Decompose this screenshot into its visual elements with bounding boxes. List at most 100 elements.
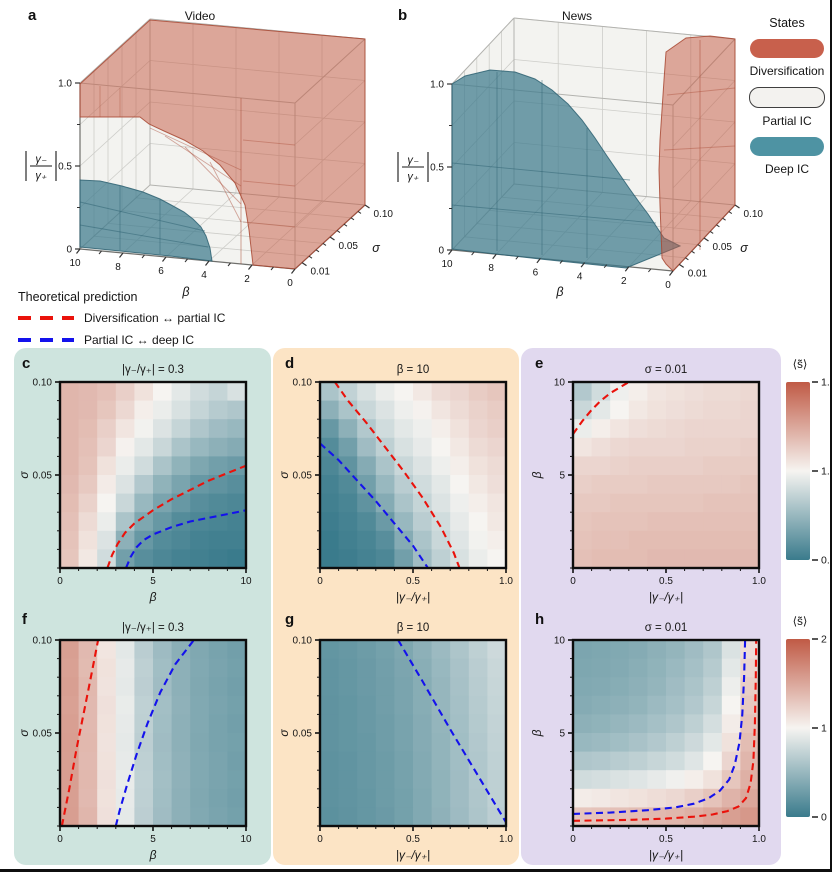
svg-text:1: 1 — [821, 723, 827, 735]
panel-g-plot: β = 10 0 0.5 1.0 0.05 0.10 |γ₋/γ₊| σ — [277, 622, 513, 862]
diversification-surface — [79, 19, 366, 270]
svg-text:Video: Video — [185, 9, 216, 23]
svg-text:|γ₋/γ₊| = 0.3: |γ₋/γ₊| = 0.3 — [122, 364, 184, 376]
partial-ic-state-swatch — [749, 87, 825, 108]
diversification-surface — [658, 35, 736, 272]
prediction-legend: Theoretical prediction Diversification ↔… — [18, 290, 225, 355]
svg-text:σ: σ — [17, 729, 31, 737]
svg-text:⟨s̃⟩: ⟨s̃⟩ — [793, 615, 808, 628]
svg-text:|γ₋/γ₊|: |γ₋/γ₊| — [396, 590, 430, 604]
svg-text:β = 10: β = 10 — [397, 364, 430, 376]
svg-text:0.5: 0.5 — [821, 555, 830, 567]
svg-text:σ: σ — [277, 471, 291, 479]
panel-d-letter: d — [285, 355, 295, 372]
deep-ic-surface — [79, 179, 213, 262]
prediction-item-partial-deep: Partial IC ↔ deep IC — [18, 333, 225, 347]
svg-text:10: 10 — [240, 576, 252, 587]
svg-text:0: 0 — [821, 812, 827, 824]
svg-text:0.01: 0.01 — [688, 268, 708, 279]
card-cf: c |γ₋/γ₊| = 0.3 0 5 10 0.05 0.10 β σ f |γ₋/γ₊| … — [14, 348, 271, 865]
states-legend-title: States — [769, 16, 805, 30]
svg-text:σ = 0.01: σ = 0.01 — [645, 364, 688, 376]
svg-text:γ₋: γ₋ — [407, 155, 419, 167]
svg-text:β = 10: β = 10 — [397, 622, 430, 634]
svg-text:0.10: 0.10 — [293, 378, 313, 389]
svg-text:σ: σ — [277, 729, 291, 737]
svg-text:2: 2 — [244, 274, 250, 285]
svg-text:1.0: 1.0 — [499, 576, 513, 587]
prediction-item-diversification-partial: Diversification ↔ partial IC — [18, 311, 225, 325]
svg-text:0: 0 — [317, 834, 323, 845]
svg-text:γ₊: γ₊ — [35, 170, 47, 182]
svg-text:0.10: 0.10 — [33, 378, 53, 389]
panel-e-letter: e — [535, 355, 544, 372]
panel-b-letter: b — [398, 7, 408, 24]
svg-text:β: β — [181, 285, 189, 299]
card-dg: d β = 10 0 0.5 1.0 0.05 0.10 |γ₋/γ₊| σ g β = 10… — [273, 348, 519, 865]
svg-text:2: 2 — [621, 276, 627, 287]
panel-h-letter: h — [535, 611, 545, 628]
prediction-label-diversification-partial: Diversification ↔ partial IC — [84, 311, 226, 325]
panel-h-plot: σ = 0.01 0 0.5 1.0 5 10 |γ₋/γ₊| β — [530, 622, 766, 862]
svg-text:σ: σ — [372, 241, 380, 255]
svg-text:10: 10 — [69, 258, 81, 269]
prediction-legend-title: Theoretical prediction — [18, 290, 138, 304]
svg-text:0.01: 0.01 — [311, 267, 331, 278]
svg-text:10: 10 — [554, 378, 566, 389]
svg-text:1.0: 1.0 — [752, 834, 766, 845]
svg-text:5: 5 — [559, 729, 565, 740]
svg-text:0.5: 0.5 — [659, 834, 673, 845]
svg-text:1.0: 1.0 — [499, 834, 513, 845]
svg-text:6: 6 — [533, 267, 539, 278]
svg-text:10: 10 — [441, 259, 453, 270]
panel-f-plot: |γ₋/γ₊| = 0.3 0 5 10 0.05 0.10 β σ — [17, 622, 252, 862]
colorbar-bottom: ⟨s̃⟩ 2 1 0 — [786, 615, 827, 824]
svg-text:8: 8 — [488, 263, 494, 274]
svg-text:0: 0 — [66, 245, 72, 256]
red-dashed-line-sample — [18, 315, 74, 321]
blue-dashed-line-sample — [18, 337, 74, 343]
svg-text:σ = 0.01: σ = 0.01 — [645, 622, 688, 634]
svg-text:0.5: 0.5 — [430, 163, 444, 174]
svg-text:|γ₋/γ₊|: |γ₋/γ₊| — [396, 848, 430, 862]
svg-text:5: 5 — [559, 471, 565, 482]
diversification-state-swatch — [750, 39, 824, 58]
panel-a-letter: a — [28, 7, 37, 24]
svg-text:0: 0 — [57, 834, 63, 845]
svg-text:|γ₋/γ₊| = 0.3: |γ₋/γ₊| = 0.3 — [122, 622, 184, 634]
svg-text:⟨s̃⟩: ⟨s̃⟩ — [793, 358, 808, 371]
svg-text:1.0: 1.0 — [430, 80, 444, 91]
svg-text:0: 0 — [317, 576, 323, 587]
svg-text:0: 0 — [57, 576, 63, 587]
svg-text:σ: σ — [740, 241, 748, 255]
svg-text:|γ₋/γ₊|: |γ₋/γ₊| — [649, 848, 683, 862]
svg-text:News: News — [562, 9, 592, 23]
partial-ic-state-label: Partial IC — [762, 114, 812, 128]
svg-text:γ₊: γ₊ — [407, 171, 419, 183]
svg-text:0.10: 0.10 — [744, 209, 764, 220]
svg-text:0: 0 — [570, 834, 576, 845]
svg-text:β: β — [530, 729, 544, 737]
svg-text:0.10: 0.10 — [33, 636, 53, 647]
prediction-label-partial-deep: Partial IC ↔ deep IC — [84, 333, 195, 347]
panel-c-plot: |γ₋/γ₊| = 0.3 0 5 10 0.05 0.10 β σ — [17, 364, 252, 604]
panel-e-plot: σ = 0.01 0 0.5 1.0 5 10 |γ₋/γ₊| β — [530, 364, 766, 604]
panel-g-letter: g — [285, 611, 295, 628]
svg-text:γ₋: γ₋ — [35, 154, 47, 166]
svg-text:σ: σ — [17, 471, 31, 479]
svg-text:0: 0 — [287, 278, 293, 289]
deep-ic-state-label: Deep IC — [764, 162, 810, 176]
states-legend: States Diversification Partial IC Deep I… — [742, 16, 830, 185]
card-eh: e σ = 0.01 0 0.5 1.0 5 10 |γ₋/γ₊| β h σ = 0.01 0… — [521, 348, 781, 865]
deep-ic-state-swatch — [750, 137, 824, 156]
svg-text:1.0: 1.0 — [821, 466, 830, 478]
svg-text:β: β — [149, 848, 157, 862]
svg-text:1.0: 1.0 — [58, 79, 72, 90]
scene-b-plot: 0 0.5 1.0 10 8 6 4 2 0 0.01 0.05 0.10 β σ γ₋ γ₊ News — [397, 9, 764, 299]
svg-text:β: β — [149, 590, 157, 604]
svg-text:0.5: 0.5 — [659, 576, 673, 587]
svg-text:10: 10 — [240, 834, 252, 845]
svg-text:1.5: 1.5 — [821, 377, 830, 389]
svg-text:0.5: 0.5 — [58, 162, 72, 173]
svg-text:10: 10 — [554, 636, 566, 647]
